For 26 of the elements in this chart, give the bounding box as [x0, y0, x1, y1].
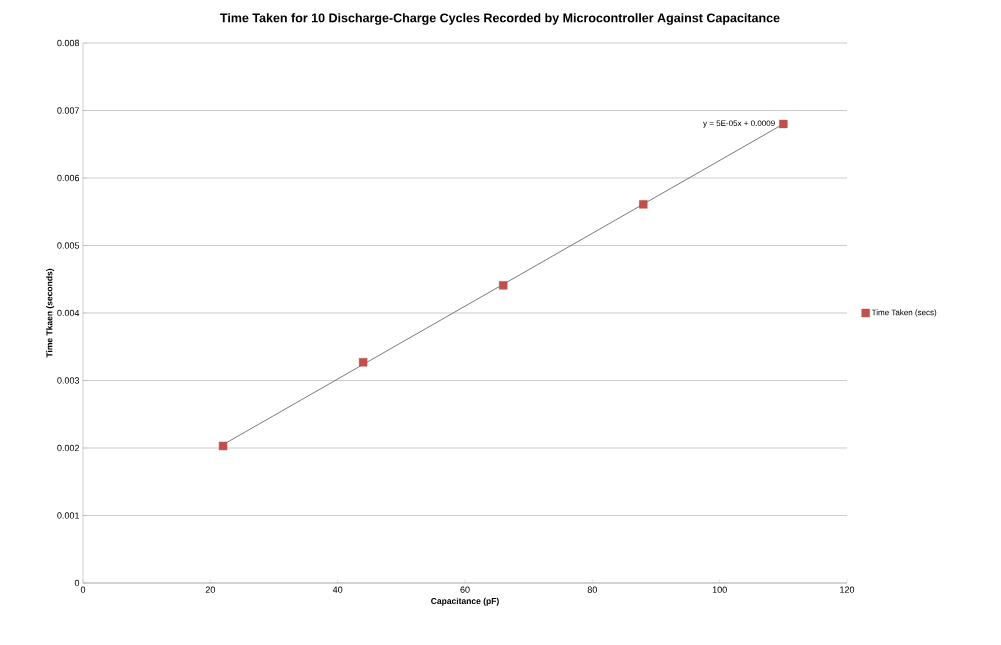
y-axis-title: Time Tkaen (seconds): [46, 268, 55, 358]
x-tick-label: 80: [587, 586, 597, 593]
annotation: y = 5E-05x + 0.0009: [703, 120, 775, 128]
x-tick-label: 40: [332, 586, 343, 593]
y-tick-label: 0.004: [57, 309, 80, 317]
y-tick-label: 0.002: [57, 444, 80, 452]
y-tick-label: 0: [74, 579, 80, 587]
y-tick-label: 0.003: [57, 377, 80, 384]
legend-label: Time Taken (secs): [871, 309, 937, 317]
x-tick-label: 0: [80, 586, 86, 593]
point: [779, 119, 788, 129]
chart-title: Time Taken for 10 Discharge-Charge Cycles Recorded by Microcontroller Against Capacitance: [220, 13, 780, 25]
y-tick-label: 0.008: [57, 39, 80, 47]
point: [218, 441, 228, 451]
point: [358, 358, 368, 367]
x-tick-label: 60: [460, 586, 470, 593]
y-tick-label: 0.001: [57, 512, 80, 519]
y-tick-label: 0.005: [57, 242, 80, 249]
y-tick-label: 0.006: [57, 174, 80, 182]
point: [499, 281, 508, 290]
y-tick-label: 0.007: [57, 107, 80, 114]
x-axis-title: Capacitance (pF): [431, 597, 499, 606]
x-tick-label: 100: [712, 586, 727, 593]
x-tick-label: 20: [205, 586, 215, 593]
point: [639, 200, 648, 209]
x-tick-label: 120: [840, 586, 855, 593]
